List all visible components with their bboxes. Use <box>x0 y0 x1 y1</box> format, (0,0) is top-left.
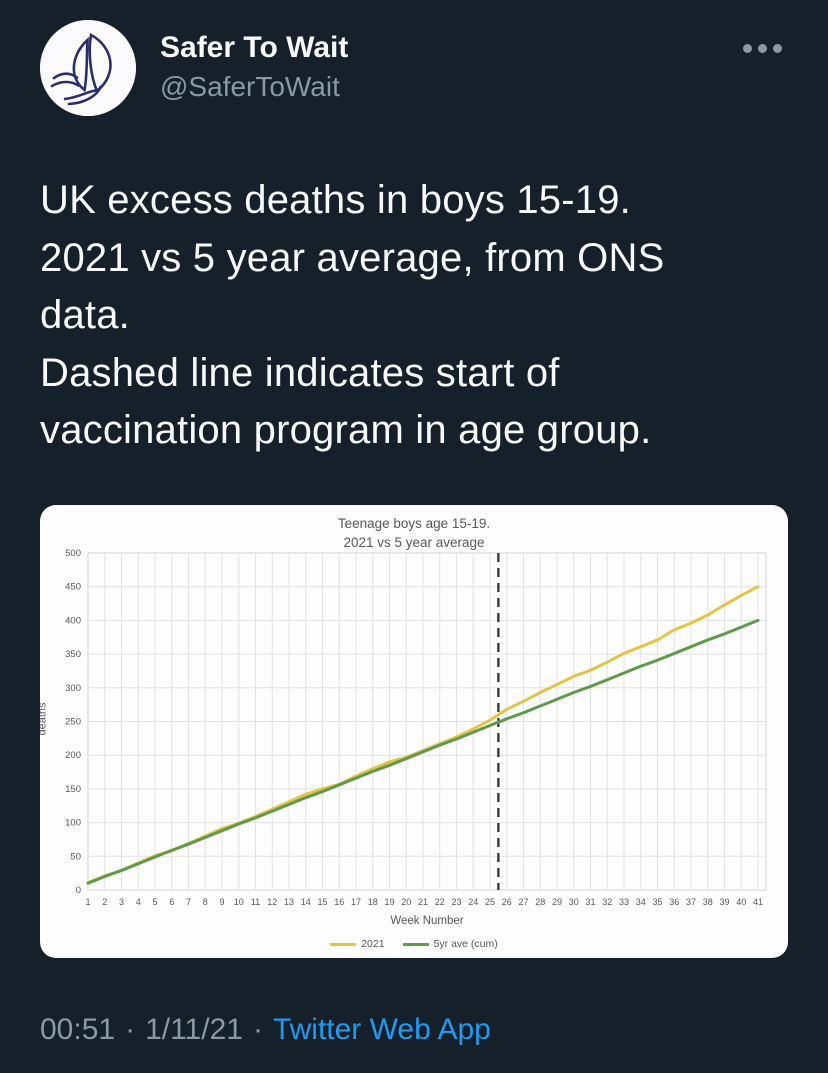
x-tick-label: 6 <box>169 897 174 907</box>
x-tick-label: 21 <box>418 897 428 907</box>
x-tick-label: 12 <box>267 897 277 907</box>
author-display-name[interactable]: Safer To Wait <box>160 31 349 64</box>
x-tick-label: 7 <box>186 897 191 907</box>
tweet-text-line: UK excess deaths in boys 15-19. <box>40 178 631 222</box>
legend-item-5yr-ave: 5yr ave (cum) <box>402 938 498 950</box>
y-tick-label: 500 <box>65 548 81 559</box>
x-tick-label: 24 <box>468 897 478 907</box>
chart-legend: 2021 5yr ave (cum) <box>40 938 788 950</box>
tweet-text: UK excess deaths in boys 15-19. 2021 vs … <box>40 172 788 460</box>
dot-separator: · <box>125 1013 136 1046</box>
chart-title-line1: Teenage boys age 15-19. <box>337 516 491 531</box>
x-tick-label: 8 <box>203 897 208 907</box>
x-tick-label: 9 <box>219 897 224 907</box>
x-tick-label: 38 <box>703 897 713 907</box>
y-tick-label: 0 <box>76 885 81 896</box>
x-tick-label: 20 <box>401 897 411 907</box>
more-options-icon <box>758 44 767 53</box>
tweet-text-line: 2021 vs 5 year average, from ONS <box>40 235 665 280</box>
x-tick-label: 32 <box>602 897 612 907</box>
y-tick-label: 450 <box>65 582 81 593</box>
tweet: Safer To Wait @SaferToWait UK excess dea… <box>0 0 828 460</box>
x-tick-label: 30 <box>569 897 579 907</box>
x-tick-label: 4 <box>136 897 141 907</box>
x-tick-label: 25 <box>485 897 495 907</box>
legend-swatch-5yr-ave <box>402 942 429 946</box>
x-tick-label: 39 <box>719 897 729 907</box>
dot-separator: · <box>252 1013 263 1046</box>
tweet-date: 1/11/21 <box>145 1013 243 1046</box>
x-axis-title: Week Number <box>390 915 464 927</box>
legend-label-2021: 2021 <box>361 938 385 950</box>
plot-border <box>87 552 767 891</box>
author-handle[interactable]: @SaferToWait <box>160 71 340 102</box>
x-tick-label: 17 <box>351 897 361 907</box>
chart-title-line2: 2021 vs 5 year average <box>343 535 485 550</box>
y-tick-label: 150 <box>65 784 81 795</box>
x-tick-label: 16 <box>334 897 344 907</box>
x-tick-label: 13 <box>284 897 294 907</box>
x-tick-label: 19 <box>384 897 394 907</box>
x-tick-label: 36 <box>669 897 679 907</box>
tweet-source-link[interactable]: Twitter Web App <box>272 1013 491 1046</box>
x-tick-label: 18 <box>368 897 378 907</box>
tweet-media-chart[interactable]: Teenage boys age 15-19. 2021 vs 5 year a… <box>40 505 788 958</box>
series-line-5yr-ave-cum- <box>86 618 760 885</box>
x-tick-label: 34 <box>636 897 646 907</box>
x-tick-label: 15 <box>317 897 327 907</box>
more-options-icon <box>743 44 752 53</box>
x-tick-label: 27 <box>518 897 528 907</box>
x-tick-label: 22 <box>435 897 445 907</box>
tweet-timestamp-row: 00:51 · 1/11/21 · Twitter Web App <box>40 1010 491 1050</box>
tweet-text-line: data. <box>40 293 130 337</box>
legend-swatch-2021 <box>330 942 357 946</box>
y-tick-label: 350 <box>65 649 81 660</box>
legend-label-5yr-ave: 5yr ave (cum) <box>433 938 498 950</box>
avatar[interactable] <box>40 20 136 116</box>
tweet-header: Safer To Wait @SaferToWait <box>40 20 788 116</box>
x-tick-label: 37 <box>686 897 696 907</box>
legend-item-2021: 2021 <box>330 938 385 950</box>
x-tick-label: 14 <box>301 897 311 907</box>
x-tick-label: 40 <box>736 897 746 907</box>
x-tick-label: 1 <box>85 897 90 907</box>
y-tick-label: 250 <box>65 717 81 728</box>
x-tick-label: 11 <box>251 897 260 907</box>
more-options-button[interactable] <box>737 38 788 59</box>
x-tick-label: 26 <box>502 897 512 907</box>
profile-logo-butterfly <box>40 20 136 116</box>
y-tick-label: 200 <box>65 750 81 761</box>
tweet-text-line: vaccination program in age group. <box>40 408 652 452</box>
y-axis-title: deaths <box>40 702 49 736</box>
x-tick-label: 33 <box>619 897 629 907</box>
x-tick-label: 3 <box>119 897 124 907</box>
y-tick-label: 50 <box>70 851 81 862</box>
x-tick-label: 2 <box>102 897 107 907</box>
tweet-time: 00:51 <box>40 1013 116 1046</box>
x-tick-label: 31 <box>585 897 595 907</box>
more-options-icon <box>773 44 782 53</box>
x-tick-label: 28 <box>535 897 545 907</box>
x-tick-label: 41 <box>753 897 763 907</box>
x-tick-label: 29 <box>552 897 562 907</box>
y-tick-label: 300 <box>65 683 81 694</box>
y-tick-label: 100 <box>65 818 81 829</box>
x-tick-label: 10 <box>234 897 244 907</box>
x-tick-label: 23 <box>451 897 461 907</box>
tweet-text-line: Dashed line indicates start of <box>40 350 560 395</box>
x-tick-label: 35 <box>652 897 662 907</box>
author-names[interactable]: Safer To Wait @SaferToWait <box>160 20 348 106</box>
x-tick-label: 5 <box>152 897 157 907</box>
chart-title: Teenage boys age 15-19. 2021 vs 5 year a… <box>40 514 788 552</box>
y-tick-label: 400 <box>65 615 81 626</box>
